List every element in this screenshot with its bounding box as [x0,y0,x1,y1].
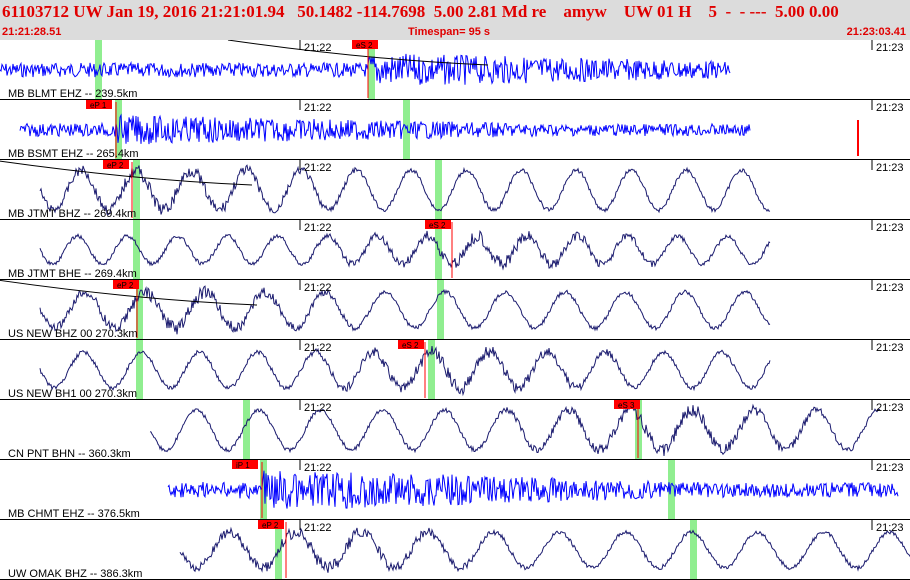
phase-window [243,400,250,459]
tick-label-2123: 21:23 [876,42,904,54]
tick-label-2122: 21:22 [304,102,332,114]
phase-pick-label: eP 1 [90,101,107,110]
trace-panel[interactable]: eS 3 21:22 21:23 CN PNT BHN -- 360.3km [0,400,910,460]
station-label: US NEW BHZ 00 270.3km [8,328,138,340]
phase-window [260,460,267,519]
tick-label-2122: 21:22 [304,522,332,534]
waveform-trace [39,285,771,335]
station-label: MB BSMT EHZ -- 265.4km [8,148,139,160]
phase-pick-label: iP 1 [236,461,250,470]
phase-pick-badge[interactable] [86,100,112,109]
trace-panel[interactable]: eP 2 21:22 21:23 US NEW BHZ 00 270.3km [0,280,910,340]
phase-window [133,220,140,279]
phase-pick-badge[interactable] [614,400,640,409]
event-title: 61103712 UW Jan 19, 2016 21:21:01.94 50.… [2,2,839,21]
phase-pick-badge[interactable] [425,220,451,229]
seismogram-traces[interactable]: eS 2 21:22 21:23 MB BLMT EHZ -- 239.5km eP 1… [0,40,910,580]
phase-pick-label: eP 2 [117,281,134,290]
phase-window [133,160,140,219]
tick-label-2123: 21:23 [876,522,904,534]
phase-pick-badge[interactable] [258,520,284,529]
tick-label-2122: 21:22 [304,342,332,354]
station-label: MB CHMT EHZ -- 376.5km [8,508,140,520]
phase-pick-label: eS 2 [429,221,446,230]
tick-label-2123: 21:23 [876,282,904,294]
phase-pick-label: eS 3 [618,401,635,410]
station-label: MB JTMT BHZ -- 269.4km [8,208,136,220]
trace-panel[interactable]: eS 2 21:22 21:23 US NEW BH1 00 270.3km [0,340,910,400]
coda-curve [0,280,258,306]
trace-panel[interactable]: eS 2 21:22 21:23 MB JTMT BHE -- 269.4km [0,220,910,280]
waveform-trace [179,526,910,573]
coda-curve [227,40,489,66]
phase-pick-label: eP 2 [262,521,279,530]
station-label: CN PNT BHN -- 360.3km [8,448,131,460]
time-start-label: 21:21:28.51 [2,26,62,38]
station-label: US NEW BH1 00 270.3km [8,388,137,400]
waveform-trace [19,113,751,145]
tick-label-2123: 21:23 [876,102,904,114]
tick-label-2123: 21:23 [876,462,904,474]
tick-label-2123: 21:23 [876,162,904,174]
time-end-label: 21:23:03.41 [846,26,906,38]
trace-panel[interactable]: eS 2 21:22 21:23 MB BLMT EHZ -- 239.5km [0,40,910,100]
phase-pick-label: eS 2 [402,341,419,350]
phase-pick-badge[interactable] [398,340,424,349]
station-label: UW OMAK BHZ -- 386.3km [8,568,142,580]
tick-label-2122: 21:22 [304,402,332,414]
phase-window [668,460,675,519]
phase-pick-label: eP 2 [107,161,124,170]
phase-window [115,100,122,159]
station-label: MB JTMT BHE -- 269.4km [8,268,137,280]
phase-window [428,340,435,399]
phase-pick-badge[interactable] [103,160,129,169]
phase-window [403,100,410,159]
phase-pick-badge[interactable] [113,280,139,289]
timespan-label: Timespan= 95 s [408,26,491,38]
waveform-trace [39,346,771,397]
phase-window [368,40,375,99]
phase-window [136,340,143,399]
phase-window [136,280,143,339]
tick-label-2123: 21:23 [876,222,904,234]
tick-label-2122: 21:22 [304,162,332,174]
tick-label-2122: 21:22 [304,222,332,234]
waveform-trace [39,164,771,216]
phase-pick-label: eS 2 [356,41,373,50]
trace-panel[interactable]: eP 2 21:22 21:23 UW OMAK BHZ -- 386.3km [0,520,910,580]
phase-pick-badge[interactable] [232,460,258,469]
trace-panel[interactable]: eP 1 21:22 21:23 MB BSMT EHZ -- 265.4km [0,100,910,160]
waveform-trace [149,403,881,457]
tick-label-2122: 21:22 [304,462,332,474]
tick-label-2123: 21:23 [876,402,904,414]
trace-panel[interactable]: eP 2 21:22 21:23 MB JTMT BHZ -- 269.4km [0,160,910,220]
phase-pick-badge[interactable] [352,40,378,49]
phase-window [435,160,442,219]
phase-window [690,520,697,579]
waveform-trace [167,470,899,509]
waveform-trace [39,229,771,271]
waveform-trace [0,53,731,85]
tick-label-2123: 21:23 [876,342,904,354]
event-header: 61103712 UW Jan 19, 2016 21:21:01.94 50.… [0,0,910,40]
tick-label-2122: 21:22 [304,282,332,294]
trace-panel[interactable]: iP 1 21:22 21:23 MB CHMT EHZ -- 376.5km [0,460,910,520]
tick-label-2122: 21:22 [304,42,332,54]
coda-curve [0,160,253,186]
station-label: MB BLMT EHZ -- 239.5km [8,88,137,100]
phase-window [437,280,444,339]
